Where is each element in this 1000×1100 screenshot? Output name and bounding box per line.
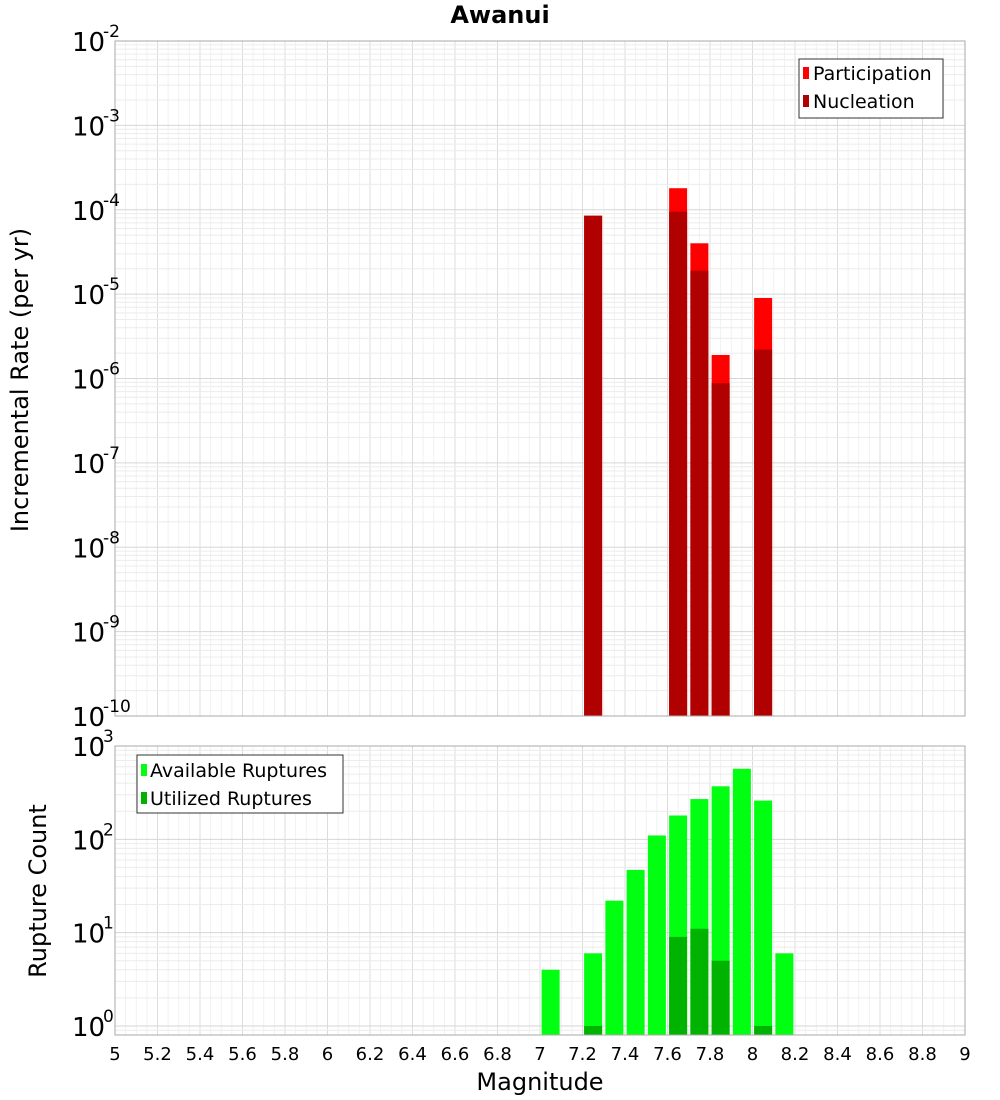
legend-swatch-utilized-ruptures [141, 792, 147, 804]
x-tick-label: 6.8 [483, 1044, 512, 1065]
bottom-bar-available-ruptures [732, 768, 751, 1035]
x-tick-label: 7 [534, 1044, 545, 1065]
bottom-bar-utilized-ruptures [584, 1025, 603, 1035]
top-panel-legend: Participation Nucleation [798, 58, 944, 119]
legend-label-participation: Participation [813, 63, 932, 85]
y-tick-label: 10 [72, 920, 105, 950]
top-panel-grid [114, 41, 966, 717]
x-tick-label: 8.2 [781, 1044, 810, 1065]
y-tick-exponent: -3 [103, 106, 120, 126]
x-tick-label: 6 [322, 1044, 333, 1065]
bottom-panel-y-axis-label: Rupture Count [24, 804, 52, 978]
x-axis-label: Magnitude [476, 1068, 603, 1096]
x-tick-label: 6.4 [398, 1044, 427, 1065]
bottom-bar-available-ruptures [541, 969, 560, 1035]
y-tick-label: 10 [72, 197, 105, 227]
y-tick-exponent: -4 [103, 191, 120, 211]
top-bar-nucleation [754, 349, 773, 716]
y-tick-exponent: -10 [103, 697, 131, 717]
legend-swatch-nucleation [803, 95, 809, 107]
legend-label-utilized-ruptures: Utilized Ruptures [150, 788, 312, 810]
y-tick-exponent: -7 [103, 444, 120, 464]
bottom-bar-utilized-ruptures [690, 928, 709, 1035]
legend-swatch-available-ruptures [141, 764, 147, 776]
y-tick-label: 10 [72, 534, 105, 564]
y-tick-label: 10 [72, 826, 105, 856]
y-tick-label: 10 [72, 366, 105, 396]
bottom-bar-utilized-ruptures [711, 960, 730, 1035]
x-tick-label: 6.6 [441, 1044, 470, 1065]
y-tick-label: 10 [72, 28, 105, 58]
x-tick-labels: 5 5.2 5.4 5.6 5.8 6 6.2 6.4 6.6 6.8 7 7.2 7.4 7.6 7.8 8… [109, 1044, 970, 1065]
bottom-bar-available-ruptures [647, 835, 666, 1035]
bottom-bar-utilized-ruptures [754, 1025, 773, 1035]
bottom-bar-available-ruptures [605, 900, 624, 1035]
top-bar-nucleation [669, 211, 688, 716]
top-panel-y-axis-label: Incremental Rate (per yr) [6, 228, 34, 532]
chart-title: Awanui [450, 1, 549, 29]
bottom-bar-available-ruptures [584, 953, 603, 1035]
top-bar-nucleation [711, 383, 730, 716]
legend-box [136, 754, 344, 814]
x-tick-label: 9 [959, 1044, 970, 1065]
x-tick-label: 5.8 [271, 1044, 300, 1065]
bottom-bar-utilized-ruptures [669, 936, 688, 1035]
legend-box [798, 58, 944, 119]
y-tick-exponent: 3 [103, 727, 114, 747]
y-tick-label: 10 [72, 619, 105, 649]
x-tick-label: 8.8 [908, 1044, 937, 1065]
y-tick-label: 10 [72, 450, 105, 480]
bottom-panel-legend: Available Ruptures Utilized Ruptures [136, 754, 344, 814]
bottom-bar-available-ruptures [775, 953, 794, 1035]
x-tick-label: 5.2 [143, 1044, 172, 1065]
x-tick-label: 5.4 [186, 1044, 215, 1065]
y-tick-label: 10 [72, 112, 105, 142]
top-panel-bars [584, 188, 773, 717]
x-tick-label: 5.6 [228, 1044, 257, 1065]
legend-label-nucleation: Nucleation [813, 91, 915, 113]
x-tick-label: 6.2 [356, 1044, 385, 1065]
legend-label-available-ruptures: Available Ruptures [150, 760, 327, 782]
y-tick-exponent: -5 [103, 275, 120, 295]
x-tick-label: 7.6 [653, 1044, 682, 1065]
y-tick-exponent: -6 [103, 360, 120, 380]
x-tick-label: 7.2 [568, 1044, 597, 1065]
bottom-panel-frame [114, 745, 966, 1036]
x-tick-label: 7.8 [696, 1044, 725, 1065]
bottom-bar-available-ruptures [754, 800, 773, 1035]
y-tick-exponent: -2 [103, 22, 120, 42]
x-tick-label: 8 [747, 1044, 758, 1065]
y-tick-exponent: -8 [103, 528, 120, 548]
y-tick-label: 10 [72, 733, 105, 763]
y-tick-label: 10 [72, 703, 105, 733]
top-panel-frame [114, 40, 966, 717]
y-tick-label: 10 [72, 281, 105, 311]
bottom-bar-available-ruptures [626, 869, 645, 1035]
bottom-panel-bars [541, 768, 794, 1035]
x-tick-label: 8.4 [823, 1044, 852, 1065]
y-tick-exponent: 1 [103, 914, 114, 934]
top-bar-nucleation [584, 215, 603, 717]
y-tick-exponent: 2 [103, 820, 114, 840]
legend-swatch-participation [803, 67, 809, 79]
y-tick-label: 10 [72, 1013, 105, 1043]
x-tick-label: 5 [109, 1044, 120, 1065]
x-tick-label: 8.6 [866, 1044, 895, 1065]
y-tick-exponent: -9 [103, 613, 120, 633]
y-tick-exponent: 0 [103, 1007, 114, 1027]
top-bar-nucleation [690, 270, 709, 716]
x-tick-label: 7.4 [611, 1044, 640, 1065]
